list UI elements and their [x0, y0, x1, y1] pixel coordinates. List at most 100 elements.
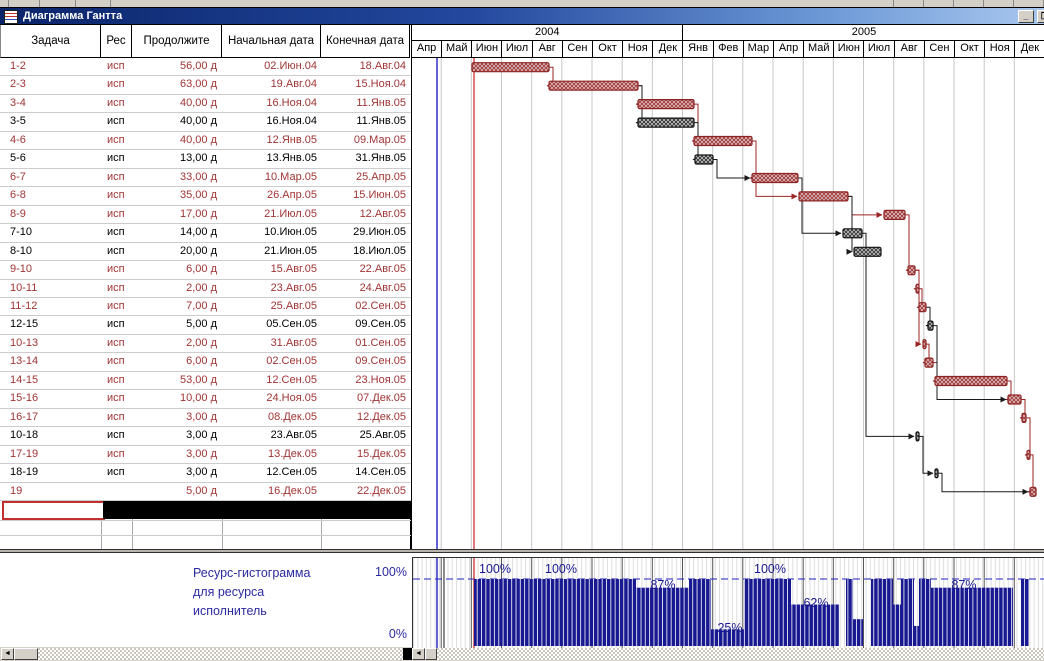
- gantt-bar[interactable]: [1026, 449, 1031, 460]
- cell-task: 12-15: [10, 318, 39, 331]
- month-cell: Янв: [683, 41, 714, 58]
- cell-start: 05.Сен.05: [266, 318, 317, 331]
- cell-start: 10.Мар.05: [264, 170, 317, 183]
- gantt-bar[interactable]: [934, 468, 939, 479]
- table-row[interactable]: 10-18 исп 3,00 д 23.Авг.05 25.Авг.05: [0, 427, 411, 446]
- gantt-bar[interactable]: [1029, 486, 1037, 497]
- gantt-bar[interactable]: [934, 375, 1008, 387]
- table-row[interactable]: 6-7 исп 33,00 д 10.Мар.05 25.Апр.05: [0, 168, 411, 188]
- month-cell: Дек: [1015, 41, 1044, 58]
- table-row[interactable]: 3-5 исп 40,00 д 16.Ноя.04 11.Янв.05: [0, 113, 411, 132]
- parent-grid-tick: [923, 0, 924, 7]
- table-row[interactable]: 11-12 исп 7,00 д 25.Авг.05 02.Сен.05: [0, 297, 411, 317]
- table-row[interactable]: 12-15 исп 5,00 д 05.Сен.05 09.Сен.05: [0, 316, 411, 335]
- gantt-bar[interactable]: [548, 80, 639, 91]
- cell-dur: 40,00 д: [179, 115, 217, 128]
- table-row[interactable]: 16-17 исп 3,00 д 08.Дек.05 12.Дек.05: [0, 408, 411, 428]
- gantt-bar[interactable]: [883, 209, 906, 220]
- gantt-bar[interactable]: [637, 117, 695, 128]
- table-row[interactable]: 10-11 исп 2,00 д 23.Авг.05 24.Авг.05: [0, 279, 411, 298]
- selected-cell[interactable]: [2, 501, 105, 521]
- table-row[interactable]: 4-6 исп 40,00 д 12.Янв.05 09.Мар.05: [0, 131, 411, 151]
- cell-dur: 56,00 д: [179, 60, 217, 72]
- cell-dur: 5,00 д: [186, 318, 217, 331]
- table-row[interactable]: 8-9 исп 17,00 д 21.Июл.05 12.Авг.05: [0, 205, 411, 225]
- histogram-bar-segment: [711, 629, 744, 647]
- table-row[interactable]: 9-10 исп 6,00 д 15.Авг.05 22.Авг.05: [0, 261, 411, 280]
- table-row[interactable]: 6-8 исп 35,00 д 26.Апр.05 15.Июн.05: [0, 187, 411, 206]
- gantt-bar[interactable]: [918, 302, 927, 313]
- gantt-bar[interactable]: [1007, 394, 1022, 405]
- month-cell: Сен: [924, 41, 955, 58]
- cell-task: 19: [10, 484, 23, 497]
- gantt-bar[interactable]: [915, 431, 920, 442]
- table-row[interactable]: 19 5,00 д 16.Дек.05 22.Дек.05: [0, 482, 411, 502]
- cell-end: 11.Янв.05: [356, 115, 406, 128]
- table-row[interactable]: 13-14 исп 6,00 д 02.Сен.05 09.Сен.05: [0, 353, 411, 372]
- gantt-bar[interactable]: [927, 320, 934, 331]
- cell-task: 6-7: [10, 170, 26, 183]
- cell-start: 13.Янв.05: [266, 152, 317, 165]
- column-header-2: Рес: [101, 25, 132, 58]
- table-scroll-left-button[interactable]: ◄: [1, 648, 14, 660]
- table-scrollbar-track[interactable]: [38, 648, 403, 660]
- gantt-chart-body[interactable]: [412, 58, 1044, 550]
- table-row[interactable]: 17-19 исп 3,00 д 13.Дек.05 15.Дек.05: [0, 445, 411, 465]
- cell-start: 16.Ноя.04: [266, 96, 317, 109]
- chart-scroll-left-button[interactable]: ◄: [412, 648, 425, 660]
- cell-end: 24.Авг.05: [359, 281, 406, 294]
- cell-end: 15.Ноя.04: [355, 78, 406, 91]
- cell-start: 16.Ноя.04: [266, 115, 317, 128]
- gantt-bar[interactable]: [694, 154, 714, 165]
- month-cell: Окт: [954, 41, 986, 58]
- table-row[interactable]: 14-15 исп 53,00 д 12.Сен.05 23.Ноя.05: [0, 371, 411, 391]
- histogram-bar-segment: [893, 604, 901, 646]
- gantt-bar[interactable]: [1021, 412, 1027, 423]
- y-axis-min-label: 0%: [388, 627, 407, 641]
- parent-grid-tick: [110, 0, 111, 7]
- gantt-bar[interactable]: [924, 357, 934, 368]
- table-row[interactable]: 10-13 исп 2,00 д 31.Авг.05 01.Сен.05: [0, 334, 411, 354]
- task-link: [848, 195, 855, 253]
- gantt-bar[interactable]: [637, 98, 695, 110]
- cell-task: 4-6: [10, 133, 26, 146]
- chart-scrollbar-track[interactable]: [437, 648, 1044, 660]
- gantt-bar[interactable]: [907, 265, 916, 276]
- table-row[interactable]: 7-10 исп 14,00 д 10.Июн.05 29.Июн.05: [0, 224, 411, 243]
- table-row[interactable]: 2-3 исп 63,00 д 19.Авг.04 15.Ноя.04: [0, 76, 411, 95]
- maximize-button[interactable]: ❐: [1037, 10, 1044, 23]
- cell-end: 23.Ноя.05: [355, 373, 406, 386]
- cell-dur: 63,00 д: [179, 78, 217, 91]
- cell-res: исп: [107, 373, 125, 386]
- gantt-bar[interactable]: [693, 135, 753, 147]
- table-row[interactable]: 8-10 исп 20,00 д 21.Июн.05 18.Июл.05: [0, 242, 411, 262]
- gantt-bar[interactable]: [853, 246, 882, 257]
- gantt-bar[interactable]: [915, 283, 920, 294]
- cell-task: 13-14: [10, 355, 39, 368]
- gantt-bar[interactable]: [798, 191, 849, 202]
- chart-scrollbar-thumb[interactable]: [425, 648, 437, 660]
- gantt-bar[interactable]: [471, 62, 550, 73]
- scrollbar-splitter[interactable]: [403, 648, 412, 660]
- table-row[interactable]: 5-6 исп 13,00 д 13.Янв.05 31.Янв.05: [0, 150, 411, 169]
- pane-splitter[interactable]: [0, 549, 1044, 553]
- gantt-bar[interactable]: [842, 228, 863, 239]
- histogram-bar-segment: [871, 579, 893, 646]
- cell-start: 15.Авг.05: [270, 263, 317, 276]
- cell-dur: 5,00 д: [186, 484, 217, 497]
- gantt-bar[interactable]: [751, 172, 799, 184]
- window-titlebar[interactable]: Диаграмма Гантта _ ❐: [0, 8, 1044, 24]
- month-cell: Май: [442, 41, 473, 58]
- table-row[interactable]: 15-16 исп 10,00 д 24.Ноя.05 07.Дек.05: [0, 390, 411, 409]
- table-scrollbar-thumb[interactable]: [14, 648, 38, 660]
- table-row[interactable]: 3-4 исп 40,00 д 16.Ноя.04 11.Янв.05: [0, 94, 411, 114]
- minimize-button[interactable]: _: [1018, 10, 1034, 23]
- gantt-bar[interactable]: [922, 339, 927, 350]
- cell-res: исп: [107, 207, 125, 220]
- window-title: Диаграмма Гантта: [23, 10, 123, 22]
- cell-end: 12.Авг.05: [359, 207, 406, 220]
- cell-dur: 40,00 д: [179, 133, 217, 146]
- table-row[interactable]: 1-2 исп 56,00 д 02.Июн.04 18.Авг.04: [0, 58, 411, 77]
- month-cell: Фев: [713, 41, 744, 58]
- table-row[interactable]: 18-19 исп 3,00 д 12.Сен.05 14.Сен.05: [0, 464, 411, 483]
